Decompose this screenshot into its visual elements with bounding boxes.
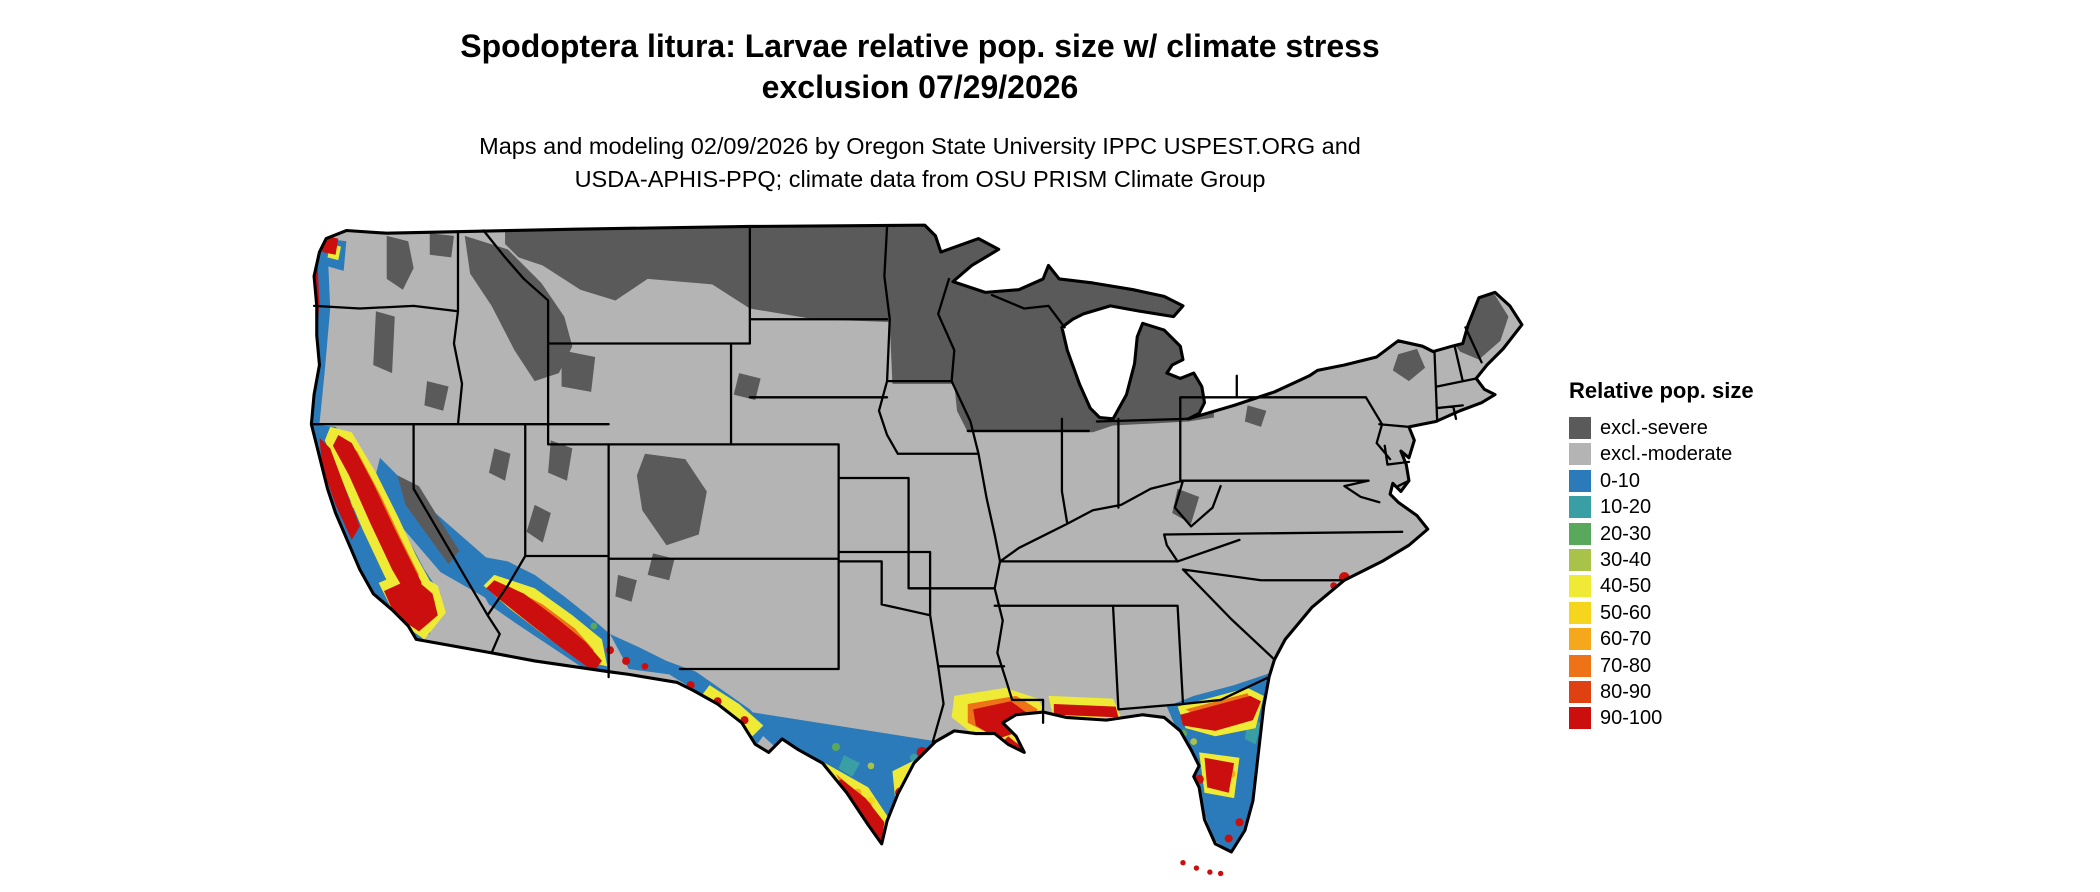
legend: Relative pop. size excl.-severe excl.-mo… — [1569, 378, 1829, 734]
legend-swatch-40-50 — [1569, 575, 1591, 598]
figure-header: Spodoptera litura: Larvae relative pop. … — [0, 0, 1840, 196]
legend-label: 70-80 — [1600, 654, 1652, 677]
figure-subtitle: Maps and modeling 02/09/2026 by Oregon S… — [0, 130, 1840, 196]
legend-swatch-excl-moderate — [1569, 443, 1591, 466]
legend-swatch-60-70 — [1569, 628, 1591, 651]
legend-item: 70-80 — [1569, 654, 1829, 677]
legend-label: 80-90 — [1600, 680, 1652, 703]
legend-item: 80-90 — [1569, 680, 1829, 703]
legend-title: Relative pop. size — [1569, 378, 1754, 403]
legend-label: 30-40 — [1600, 548, 1652, 571]
legend-item: 90-100 — [1569, 707, 1829, 730]
florida-keys — [1180, 860, 1224, 877]
legend-label: excl.-moderate — [1600, 443, 1733, 466]
legend-swatch-50-60 — [1569, 601, 1591, 624]
title-line-2: exclusion 07/29/2026 — [761, 69, 1079, 105]
legend-item: 40-50 — [1569, 575, 1829, 598]
legend-label: 40-50 — [1600, 575, 1652, 598]
us-map — [306, 222, 1530, 886]
legend-swatch-excl-severe — [1569, 417, 1591, 439]
legend-swatch-70-80 — [1569, 654, 1591, 677]
legend-swatch-90-100 — [1569, 707, 1591, 730]
figure-title: Spodoptera litura: Larvae relative pop. … — [0, 26, 1840, 108]
state-borders — [310, 225, 1483, 743]
legend-swatch-80-90 — [1569, 680, 1591, 703]
legend-item: 50-60 — [1569, 601, 1829, 624]
legend-label: 0-10 — [1600, 469, 1641, 492]
legend-item: 0-10 — [1569, 469, 1829, 492]
legend-swatch-10-20 — [1569, 496, 1591, 519]
legend-item: 10-20 — [1569, 496, 1829, 519]
legend-swatch-20-30 — [1569, 522, 1591, 545]
us-map-svg — [309, 223, 1524, 877]
legend-item: 30-40 — [1569, 548, 1829, 571]
legend-item: 60-70 — [1569, 628, 1829, 651]
legend-label: 60-70 — [1600, 628, 1652, 651]
legend-label: 90-100 — [1600, 707, 1663, 730]
legend-swatch-0-10 — [1569, 469, 1591, 492]
title-line-1: Spodoptera litura: Larvae relative pop. … — [460, 28, 1380, 64]
legend-label: 20-30 — [1600, 522, 1652, 545]
legend-swatch-30-40 — [1569, 548, 1591, 571]
national-border — [309, 223, 1524, 854]
subtitle-line-1: Maps and modeling 02/09/2026 by Oregon S… — [479, 133, 1361, 159]
legend-item: 20-30 — [1569, 522, 1829, 545]
legend-item: excl.-severe — [1569, 417, 1829, 439]
legend-label: excl.-severe — [1600, 417, 1708, 439]
subtitle-line-2: USDA-APHIS-PPQ; climate data from OSU PR… — [574, 166, 1266, 192]
legend-item: excl.-moderate — [1569, 443, 1829, 466]
legend-label: 50-60 — [1600, 601, 1652, 624]
legend-label: 10-20 — [1600, 496, 1652, 519]
